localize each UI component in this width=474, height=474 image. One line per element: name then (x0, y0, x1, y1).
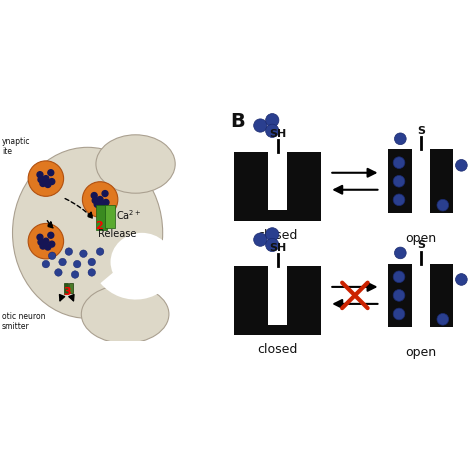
Circle shape (102, 191, 108, 197)
Bar (64, 283, 68, 294)
Text: otic neuron: otic neuron (2, 312, 46, 321)
Circle shape (456, 159, 467, 171)
Bar (287, 266, 321, 325)
Circle shape (94, 201, 100, 207)
Bar (234, 266, 268, 325)
Circle shape (38, 239, 44, 245)
Circle shape (456, 273, 467, 285)
Circle shape (91, 192, 97, 199)
Bar (388, 149, 412, 213)
Text: S: S (417, 126, 425, 136)
Circle shape (394, 133, 406, 145)
Circle shape (37, 234, 43, 240)
Wedge shape (100, 254, 179, 300)
Text: Release: Release (98, 229, 137, 239)
Circle shape (265, 114, 279, 127)
Circle shape (49, 179, 55, 184)
Text: SH: SH (269, 243, 286, 253)
Bar (105, 205, 115, 228)
Ellipse shape (110, 233, 173, 291)
Circle shape (37, 172, 43, 178)
Text: S: S (417, 240, 425, 250)
Circle shape (88, 258, 96, 266)
Ellipse shape (82, 285, 169, 343)
Ellipse shape (96, 135, 175, 193)
Circle shape (96, 248, 104, 255)
Circle shape (48, 232, 54, 238)
Circle shape (28, 223, 64, 259)
Circle shape (265, 228, 279, 241)
Circle shape (48, 252, 56, 260)
Circle shape (254, 119, 267, 132)
Circle shape (265, 238, 279, 252)
Circle shape (82, 182, 118, 217)
Circle shape (45, 244, 51, 250)
Text: Ca$^{2+}$: Ca$^{2+}$ (116, 209, 141, 222)
Circle shape (65, 248, 73, 255)
Circle shape (45, 182, 51, 188)
Circle shape (43, 238, 49, 244)
Text: open: open (405, 232, 437, 245)
Circle shape (265, 124, 279, 137)
Bar (234, 325, 321, 335)
Circle shape (40, 243, 46, 249)
Circle shape (73, 260, 81, 268)
Text: ite: ite (2, 147, 12, 156)
Text: closed: closed (257, 229, 298, 242)
Circle shape (42, 260, 50, 268)
Circle shape (48, 170, 54, 176)
Circle shape (43, 176, 49, 182)
Circle shape (40, 181, 46, 186)
Bar (234, 210, 321, 221)
Circle shape (394, 247, 406, 259)
Circle shape (437, 199, 449, 211)
Ellipse shape (12, 147, 163, 319)
Text: 2: 2 (96, 221, 103, 231)
Circle shape (393, 157, 405, 169)
Circle shape (393, 271, 405, 283)
Bar (429, 149, 454, 213)
Circle shape (254, 233, 267, 246)
Circle shape (103, 200, 109, 205)
Text: B: B (230, 112, 245, 131)
Circle shape (80, 250, 87, 257)
Circle shape (393, 308, 405, 320)
Circle shape (55, 269, 62, 276)
Text: closed: closed (257, 343, 298, 356)
Text: 3: 3 (63, 287, 71, 297)
Bar (96, 205, 108, 230)
Circle shape (92, 198, 98, 203)
Text: SH: SH (269, 129, 286, 139)
Circle shape (437, 313, 449, 325)
Circle shape (71, 271, 79, 278)
Circle shape (393, 194, 405, 206)
Circle shape (49, 241, 55, 247)
Text: ynaptic: ynaptic (2, 137, 31, 146)
Circle shape (393, 175, 405, 187)
Circle shape (393, 290, 405, 301)
Bar (69, 283, 73, 293)
Circle shape (88, 269, 96, 276)
Circle shape (99, 202, 105, 209)
Circle shape (38, 177, 44, 182)
Text: smitter: smitter (2, 322, 30, 331)
Bar (287, 152, 321, 210)
Bar (429, 264, 454, 327)
Circle shape (28, 161, 64, 196)
Circle shape (59, 258, 66, 266)
Text: open: open (405, 346, 437, 359)
Bar (234, 152, 268, 210)
Bar (388, 264, 412, 327)
Circle shape (97, 197, 103, 202)
